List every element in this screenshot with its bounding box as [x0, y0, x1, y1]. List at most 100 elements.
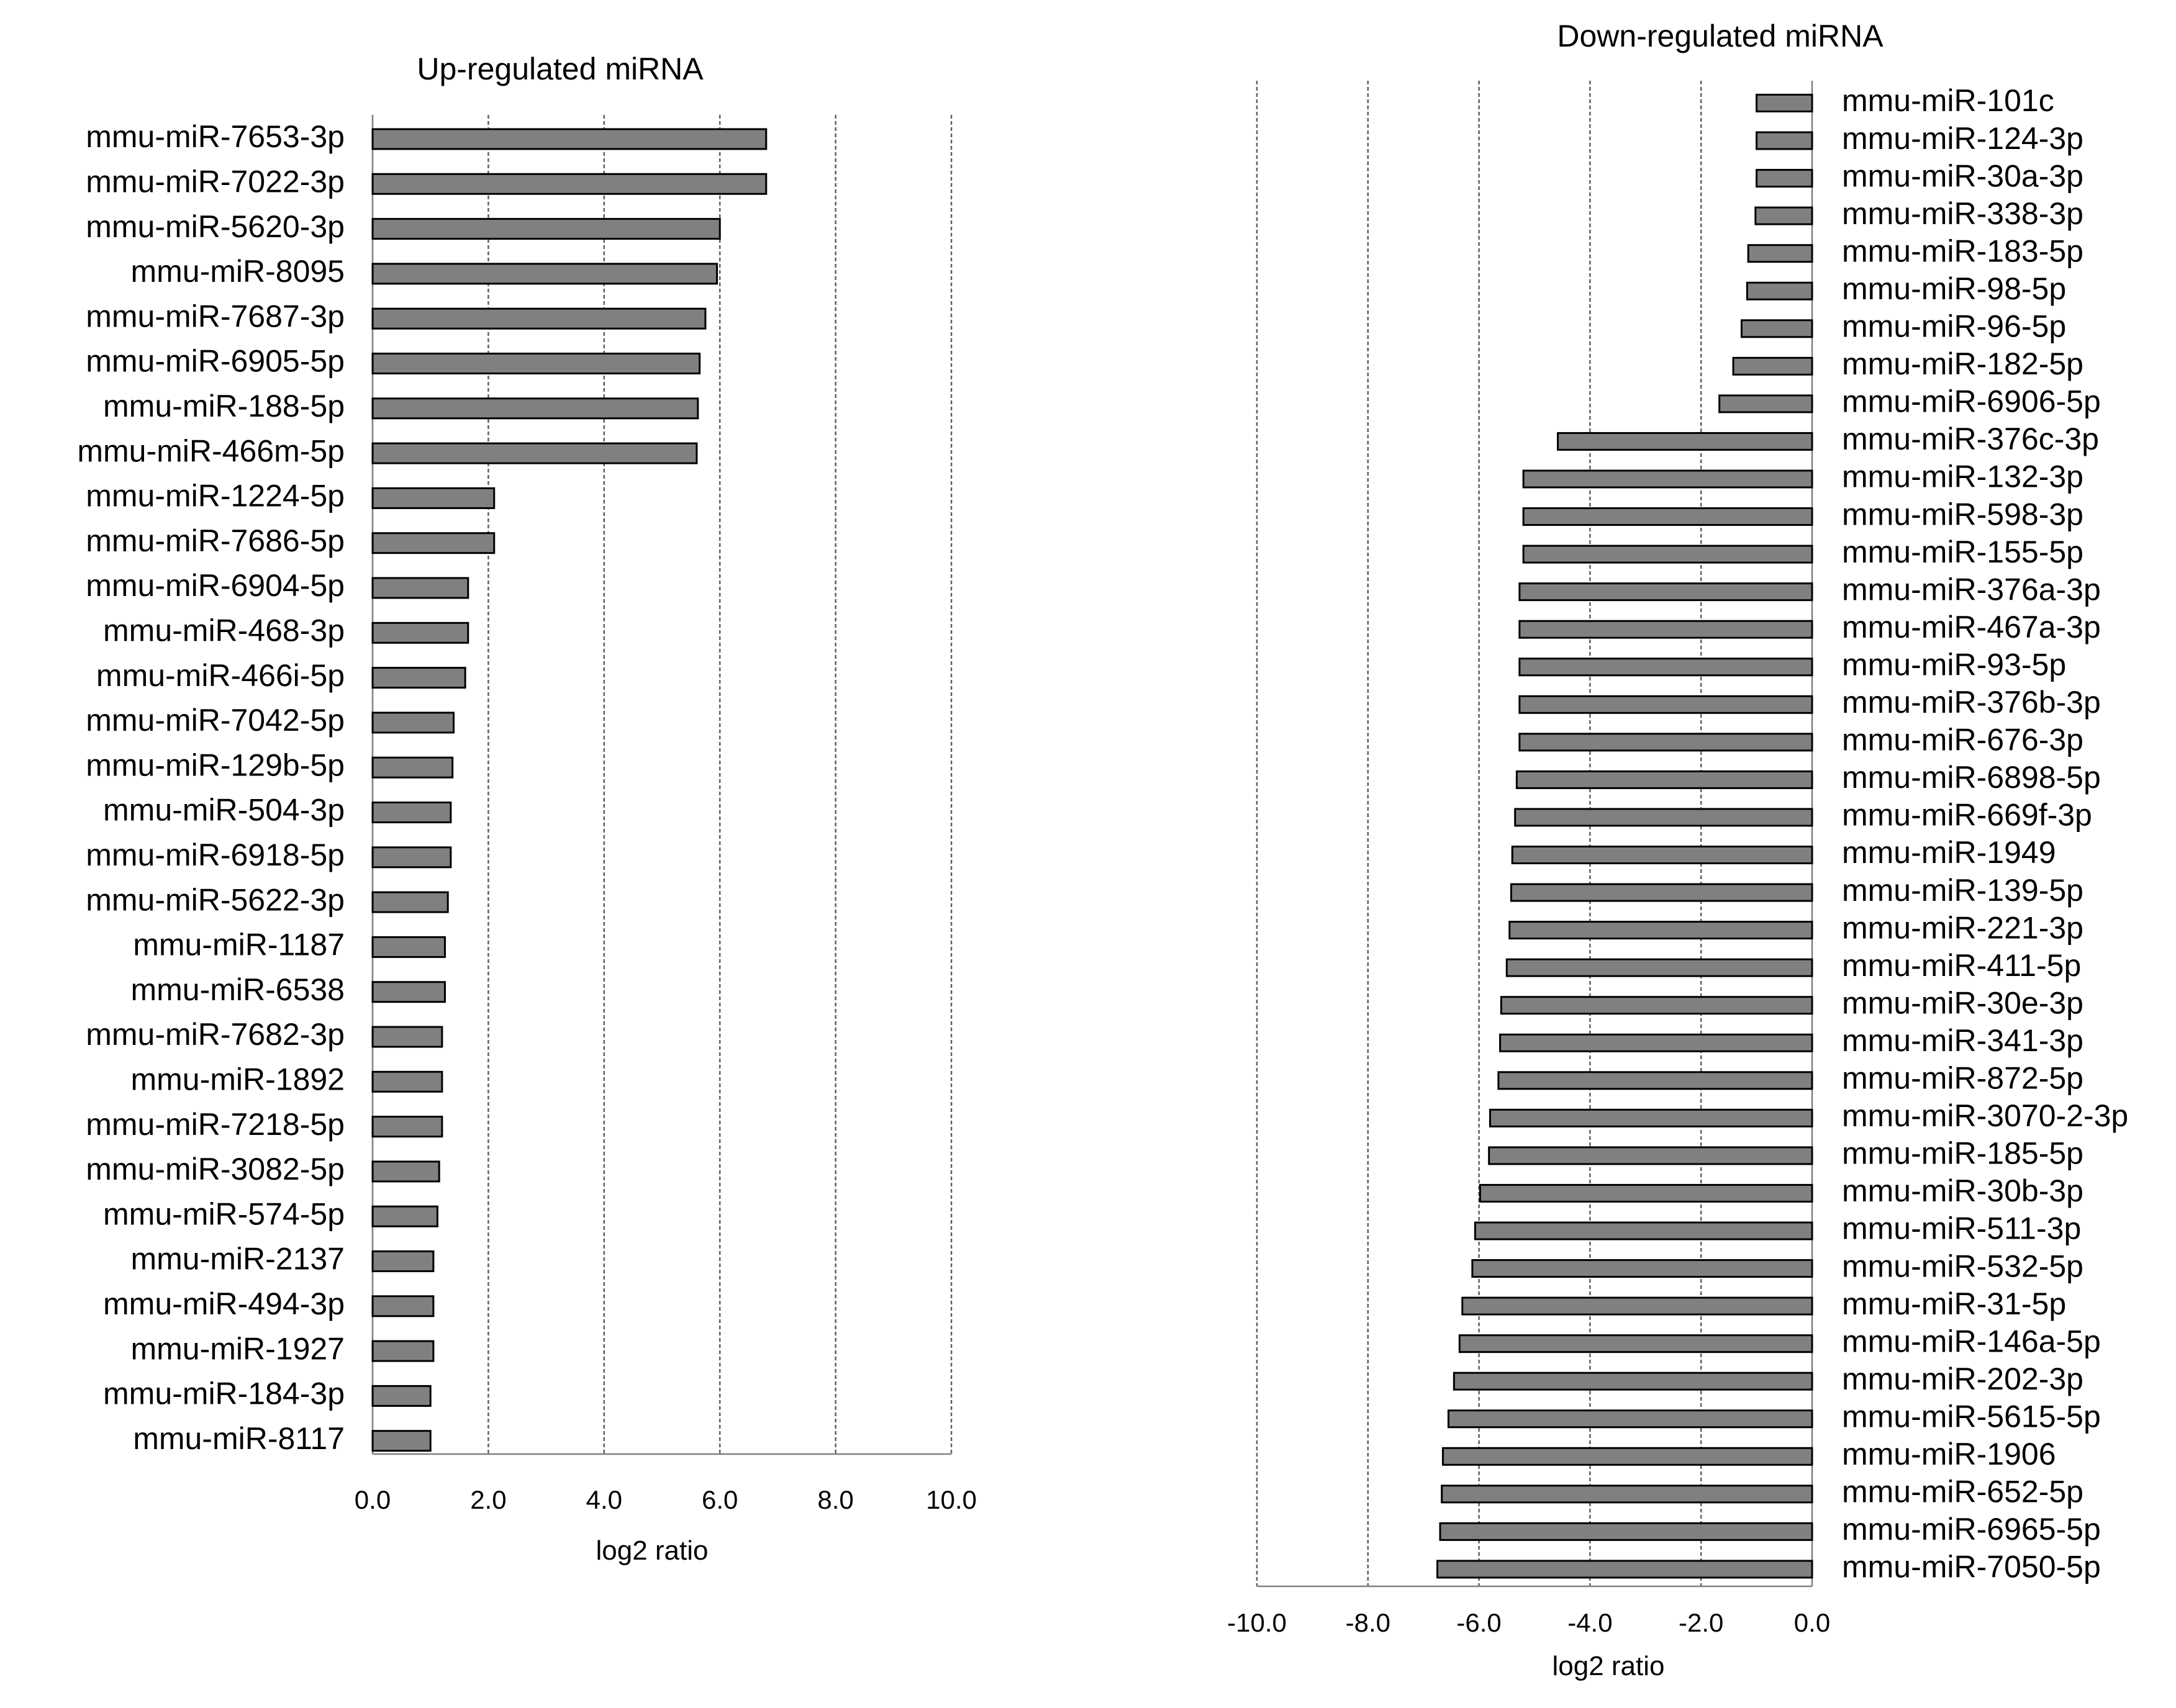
down-category-label-22: mmu-miR-221-3p — [1842, 910, 2083, 945]
up-bar-2 — [371, 218, 721, 240]
up-bar-18 — [371, 936, 446, 958]
down-category-label-19: mmu-miR-669f-3p — [1842, 798, 2092, 833]
up-bar-26 — [371, 1295, 435, 1317]
down-category-label-25: mmu-miR-341-3p — [1842, 1023, 2083, 1058]
up-tick-label-2: 4.0 — [586, 1485, 622, 1514]
down-bar-12 — [1522, 544, 1813, 564]
down-category-label-6: mmu-miR-96-5p — [1842, 309, 2066, 344]
down-category-label-11: mmu-miR-598-3p — [1842, 497, 2083, 531]
down-category-label-14: mmu-miR-467a-3p — [1842, 610, 2101, 644]
up-bar-12 — [371, 667, 466, 689]
down-tick-label-2: -6.0 — [1456, 1608, 1501, 1637]
down-bar-37 — [1441, 1484, 1813, 1504]
down-bar-0 — [1756, 94, 1813, 112]
down-bar-17 — [1518, 733, 1813, 752]
down-category-label-20: mmu-miR-1949 — [1842, 835, 2056, 870]
down-bar-38 — [1439, 1522, 1813, 1541]
down-category-label-39: mmu-miR-7050-5p — [1842, 1550, 2101, 1584]
up-category-label-4: mmu-miR-7687-3p — [86, 299, 345, 333]
down-bar-35 — [1447, 1409, 1813, 1429]
up-bar-22 — [371, 1116, 443, 1138]
down-category-label-13: mmu-miR-376a-3p — [1842, 572, 2101, 607]
down-category-label-23: mmu-miR-411-5p — [1842, 948, 2081, 983]
up-category-label-11: mmu-miR-468-3p — [103, 613, 345, 648]
down-category-label-4: mmu-miR-183-5p — [1842, 233, 2083, 268]
down-bar-6 — [1740, 319, 1813, 338]
down-bar-22 — [1508, 921, 1813, 940]
down-category-label-8: mmu-miR-6906-5p — [1842, 384, 2101, 419]
up-category-label-27: mmu-miR-1927 — [130, 1331, 345, 1366]
up-tick-label-0: 0.0 — [355, 1485, 391, 1514]
down-category-label-34: mmu-miR-202-3p — [1842, 1362, 2083, 1396]
down-bar-26 — [1497, 1071, 1813, 1090]
down-bar-14 — [1518, 620, 1813, 639]
down-bar-2 — [1756, 169, 1813, 188]
down-bar-31 — [1471, 1259, 1813, 1278]
up-category-label-28: mmu-miR-184-3p — [103, 1376, 345, 1411]
down-bar-32 — [1461, 1296, 1813, 1316]
down-category-label-15: mmu-miR-93-5p — [1842, 647, 2066, 682]
up-category-label-7: mmu-miR-466m-5p — [77, 433, 345, 468]
down-tick-label-3: -4.0 — [1567, 1608, 1612, 1637]
up-category-label-3: mmu-miR-8095 — [130, 254, 345, 289]
up-tick-label-4: 8.0 — [817, 1485, 853, 1514]
down-x-axis-label: log2 ratio — [1552, 1651, 1664, 1681]
down-bar-24 — [1500, 996, 1813, 1015]
up-category-label-26: mmu-miR-494-3p — [103, 1286, 345, 1321]
up-tick-labels: 0.0 2.0 4.0 6.0 8.0 10.0 — [355, 1485, 977, 1514]
down-tick-label-1: -8.0 — [1346, 1608, 1390, 1637]
up-bar-6 — [371, 397, 699, 420]
down-category-label-10: mmu-miR-132-3p — [1842, 459, 2083, 494]
up-category-label-8: mmu-miR-1224-5p — [86, 479, 345, 513]
down-category-label-7: mmu-miR-182-5p — [1842, 346, 2083, 381]
up-category-label-25: mmu-miR-2137 — [130, 1242, 345, 1276]
down-category-label-5: mmu-miR-98-5p — [1842, 271, 2066, 306]
down-category-label-1: mmu-miR-124-3p — [1842, 121, 2083, 156]
down-category-label-3: mmu-miR-338-3p — [1842, 196, 2083, 231]
down-category-label-31: mmu-miR-532-5p — [1842, 1249, 2083, 1283]
down-category-label-36: mmu-miR-1906 — [1842, 1437, 2056, 1471]
down-category-label-9: mmu-miR-376c-3p — [1842, 422, 2099, 456]
up-category-label-13: mmu-miR-7042-5p — [86, 703, 345, 738]
up-bar-11 — [371, 621, 469, 644]
down-bar-11 — [1522, 507, 1813, 526]
down-bar-33 — [1458, 1334, 1813, 1353]
down-bar-9 — [1557, 432, 1813, 451]
down-bar-30 — [1474, 1221, 1813, 1240]
up-bar-21 — [371, 1070, 443, 1093]
up-bars — [371, 128, 768, 1452]
up-bar-24 — [371, 1205, 438, 1227]
up-category-label-20: mmu-miR-7682-3p — [86, 1017, 345, 1052]
up-bar-15 — [371, 802, 452, 823]
down-category-label-30: mmu-miR-511-3p — [1842, 1211, 2081, 1246]
up-bar-17 — [371, 891, 449, 913]
down-category-label-17: mmu-miR-676-3p — [1842, 723, 2083, 757]
up-bar-23 — [371, 1160, 440, 1183]
down-bar-4 — [1747, 244, 1813, 263]
up-category-label-24: mmu-miR-574-5p — [103, 1196, 345, 1231]
up-tick-label-3: 6.0 — [702, 1485, 738, 1514]
down-tick-label-5: 0.0 — [1794, 1608, 1830, 1637]
up-bar-14 — [371, 756, 454, 779]
down-bar-34 — [1453, 1371, 1813, 1391]
down-category-label-26: mmu-miR-872-5p — [1842, 1061, 2083, 1096]
up-category-label-14: mmu-miR-129b-5p — [86, 748, 345, 782]
up-bar-0 — [371, 128, 768, 150]
up-category-label-19: mmu-miR-6538 — [130, 972, 345, 1007]
up-category-label-0: mmu-miR-7653-3p — [86, 119, 345, 154]
up-category-label-29: mmu-miR-8117 — [133, 1421, 345, 1456]
down-category-label-29: mmu-miR-30b-3p — [1842, 1173, 2083, 1208]
up-bar-8 — [371, 487, 496, 509]
down-gridlines — [1256, 81, 1813, 1588]
up-category-label-16: mmu-miR-6918-5p — [86, 838, 345, 872]
up-regulated-panel: Up-regulated miRNA mmu-miR-7653-3pmmu-mi… — [77, 52, 977, 1566]
down-bar-16 — [1518, 695, 1813, 714]
down-bar-3 — [1754, 206, 1813, 225]
up-category-label-6: mmu-miR-188-5p — [103, 389, 345, 423]
up-bar-5 — [371, 353, 701, 374]
down-category-label-21: mmu-miR-139-5p — [1842, 873, 2083, 908]
up-tick-label-5: 10.0 — [926, 1485, 977, 1514]
down-tick-label-0: -10.0 — [1227, 1608, 1287, 1637]
down-bar-39 — [1436, 1560, 1813, 1579]
